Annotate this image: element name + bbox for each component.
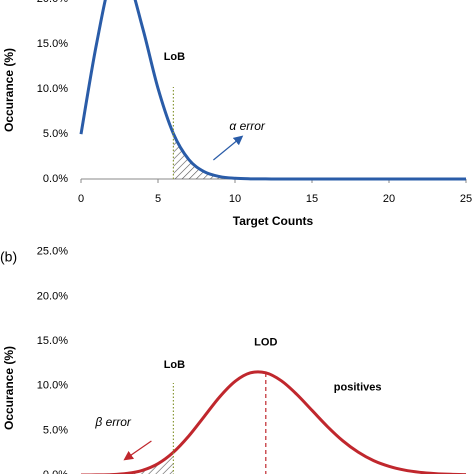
error-label: β error xyxy=(94,415,132,429)
y-tick-label: 5.0% xyxy=(43,128,68,140)
x-axis-title: Target Counts xyxy=(233,214,314,228)
x-tick-label: 15 xyxy=(306,193,318,205)
lob-label: LoB xyxy=(164,359,185,371)
y-tick-label: 20.0% xyxy=(37,0,68,5)
y-tick-label: 15.0% xyxy=(37,38,68,50)
y-tick-label: 10.0% xyxy=(37,83,68,95)
panel-label: (b) xyxy=(0,249,17,265)
x-tick-label: 25 xyxy=(460,193,472,205)
y-tick-label: 20.0% xyxy=(37,290,68,302)
positives-label: positives xyxy=(334,382,382,394)
y-tick-label: 25.0% xyxy=(37,246,68,258)
x-tick-label: 5 xyxy=(155,193,161,205)
error-hatch xyxy=(173,133,466,180)
y-axis-title: Occurance (%) xyxy=(2,48,16,132)
x-tick-label: 0 xyxy=(78,193,84,205)
error-label: α error xyxy=(229,119,266,133)
x-tick-label: 20 xyxy=(383,193,395,205)
x-tick-label: 10 xyxy=(229,193,241,205)
curve xyxy=(80,370,467,474)
y-axis-title: Occurance (%) xyxy=(2,346,16,430)
error-arrow xyxy=(213,135,244,161)
lod-label: LOD xyxy=(254,337,277,349)
lob-label: LoB xyxy=(164,51,185,63)
y-tick-label: 5.0% xyxy=(43,424,68,436)
y-tick-label: 0.0% xyxy=(43,173,68,185)
error-arrow xyxy=(123,440,152,461)
y-tick-label: 15.0% xyxy=(37,335,68,347)
y-tick-label: 10.0% xyxy=(37,380,68,392)
y-tick-label: 0.0% xyxy=(43,469,68,474)
error-hatch xyxy=(121,452,174,474)
curve xyxy=(79,0,466,181)
